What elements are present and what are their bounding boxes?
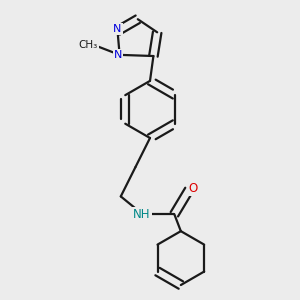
Text: O: O <box>188 182 197 195</box>
Text: N: N <box>113 24 122 34</box>
Text: N: N <box>114 50 122 60</box>
Text: CH₃: CH₃ <box>79 40 98 50</box>
Text: NH: NH <box>133 208 151 221</box>
